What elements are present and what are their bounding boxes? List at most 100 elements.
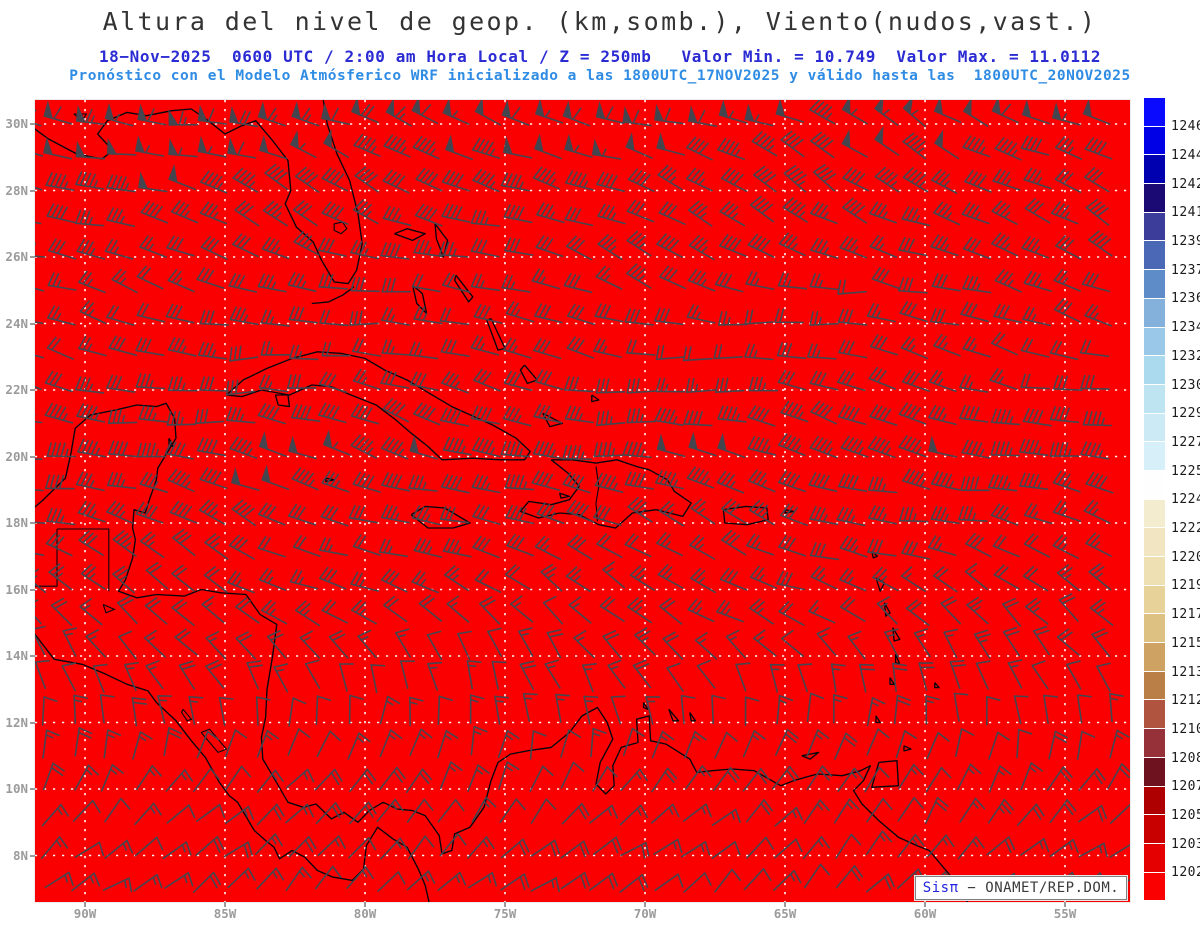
wind-barb [596,171,625,192]
wind-barb [35,205,42,225]
wind-barb [626,230,652,257]
wind-barb [1088,563,1112,591]
wind-barb [258,374,289,393]
wind-barb [689,534,716,560]
wind-barb [834,732,858,760]
wind-barb [993,564,1020,590]
wind-barb [837,369,866,392]
colorbar-segment [1144,729,1165,757]
wind-barb [499,798,526,823]
wind-barb [1052,470,1081,493]
wind-barb [807,343,837,360]
wind-barb [809,100,836,125]
wind-barb [599,596,625,622]
wind-barb [593,504,622,526]
wind-barb [776,570,806,591]
wind-barb [352,534,381,556]
wind-barb [841,197,868,224]
wind-barb [35,305,44,325]
wind-barb [321,341,352,357]
wind-barb [299,630,321,659]
wind-barb [246,660,264,690]
wind-barb [535,235,564,258]
wind-barb [744,309,775,325]
wind-barb [1056,628,1080,656]
wind-barb [106,374,136,393]
wind-barb [471,137,501,159]
wind-barb [196,437,226,457]
wind-barb [624,533,652,558]
y-axis-tick [30,189,35,192]
wind-barb [932,566,958,593]
wind-barb [964,562,989,591]
wind-barb [596,533,623,559]
wind-barb [869,334,899,356]
wind-barb [474,100,502,126]
wind-barb [562,472,591,494]
wind-barb [522,692,538,722]
wind-barb [316,730,341,758]
wind-barb [838,339,868,359]
wind-barb [169,500,198,524]
map-canvas [35,100,1130,902]
wind-barb [626,408,657,424]
wind-barb [746,836,774,859]
wind-barb [835,865,864,889]
wind-barb [315,695,332,726]
colorbar-segment [1144,872,1165,901]
wind-barb [744,343,774,361]
wind-barb [145,660,164,690]
colorbar-label: 12054 [1171,808,1200,823]
wind-barb [255,696,271,726]
wind-barb [204,533,229,560]
wind-barb [868,201,898,224]
wind-barb [383,595,408,623]
wind-barb [134,836,164,857]
wind-barb [780,400,809,423]
y-axis-tick [30,655,35,657]
wind-barb [928,405,957,426]
wind-barb [444,134,474,161]
wind-barb [565,235,593,261]
wind-barb [1052,500,1081,522]
wind-barb [567,534,593,560]
wind-barb [201,595,225,624]
wind-barb [320,504,349,527]
wind-barb [205,630,227,660]
wind-barb [35,565,46,594]
wind-barb [717,137,746,161]
wind-barb [505,504,535,525]
wind-barb [560,871,590,890]
wind-barb [536,202,565,224]
colorbar-segment [1144,327,1165,356]
wind-barb [749,195,775,223]
colorbar-segment [1144,528,1165,556]
wind-barb [383,134,411,158]
wind-barb [504,237,534,256]
wind-barb [381,277,412,293]
wind-barb [377,871,406,892]
wind-barb [1016,728,1033,759]
colorbar-label: 12037 [1171,836,1200,852]
wind-barb [166,410,197,426]
wind-barb [285,866,312,892]
wind-barb [809,506,839,526]
wind-barb [711,694,726,725]
wind-barb [380,436,409,460]
wind-barb [501,100,530,126]
wind-barb [500,172,530,192]
wind-barb [930,169,958,194]
wind-barb [747,435,777,456]
wind-barb [1023,503,1053,525]
wind-barb [426,630,443,661]
wind-barb [225,729,248,758]
wind-barb [806,692,825,723]
x-axis-tick [364,902,366,907]
wind-barb [137,103,167,126]
wind-barb [718,234,747,257]
wind-barb [351,338,382,357]
colorbar-label: 12071 [1171,779,1200,795]
wind-barb [943,628,959,659]
wind-barb [962,336,991,358]
wind-barb [838,473,868,493]
